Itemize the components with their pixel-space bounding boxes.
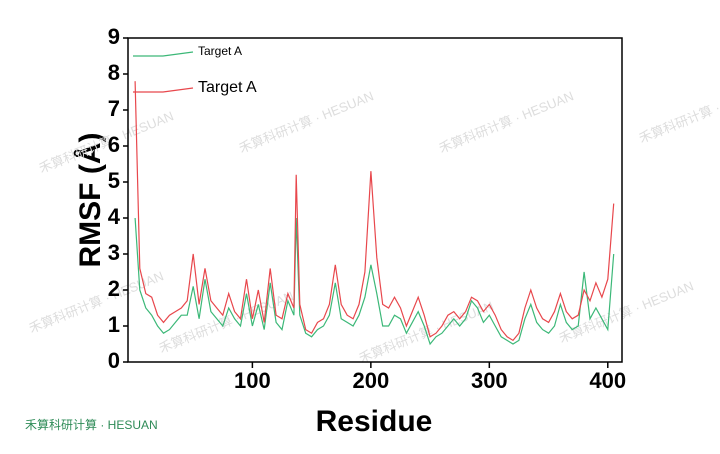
y-tick-label: 2 xyxy=(108,276,120,301)
y-tick-label: 4 xyxy=(108,204,121,229)
watermark: 禾算科研计算 · HESUAN xyxy=(237,88,376,156)
watermark: 禾算科研计算 · HESUAN xyxy=(27,268,166,336)
y-tick-label: 3 xyxy=(108,240,120,265)
y-axis-title: RMSF (Å) xyxy=(74,133,107,268)
legend-swatch xyxy=(133,51,194,57)
watermark: 禾算科研计算 · HESUAN xyxy=(557,278,696,346)
y-tick-label: 6 xyxy=(108,132,120,157)
watermark: 禾算科研计算 · HESUAN xyxy=(437,88,576,156)
x-tick-label: 400 xyxy=(589,368,626,393)
x-tick-label: 100 xyxy=(234,368,271,393)
y-tick-label: 8 xyxy=(108,60,120,85)
y-tick-label: 0 xyxy=(108,348,120,373)
footer: 禾算科研计算 · HESUAN xyxy=(25,417,158,432)
y-tick-label: 9 xyxy=(108,24,120,49)
legend-swatch xyxy=(133,87,194,93)
x-tick-label: 300 xyxy=(471,368,508,393)
watermark: 禾算科研计算 · HESUAN xyxy=(637,78,720,146)
legend-label: Target A xyxy=(198,79,257,96)
watermark: 禾算科研计算 · HESUAN xyxy=(157,288,296,356)
y-tick-label: 7 xyxy=(108,96,120,121)
x-tick-label: 200 xyxy=(352,368,389,393)
y-tick-label: 1 xyxy=(108,312,120,337)
series-line xyxy=(134,217,615,346)
x-axis-title: Residue xyxy=(316,405,433,438)
y-tick-label: 5 xyxy=(108,168,120,193)
plot-frame xyxy=(127,37,623,363)
series-line xyxy=(134,81,615,342)
legend-label: Target A xyxy=(198,44,242,58)
